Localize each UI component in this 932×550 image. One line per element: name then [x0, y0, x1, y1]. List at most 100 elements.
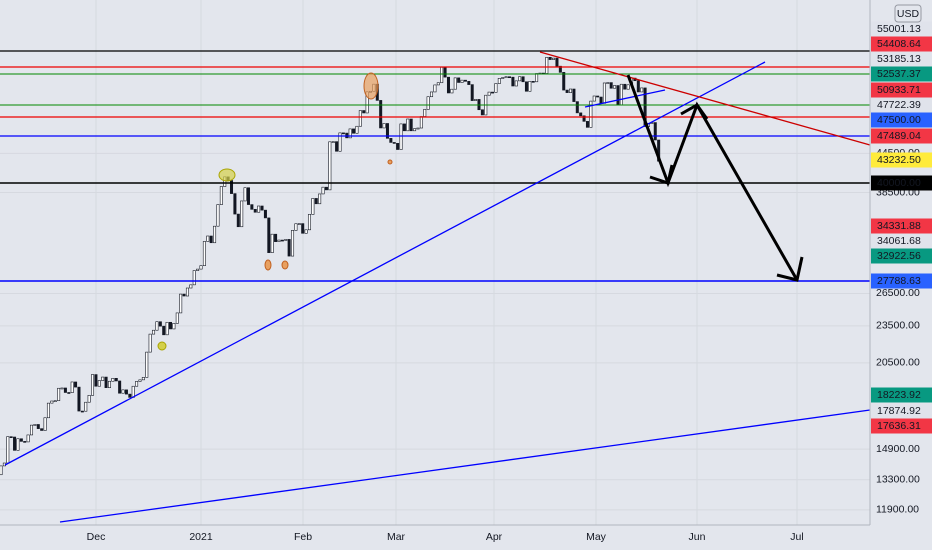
candle-body	[518, 76, 522, 82]
candle-body	[491, 91, 495, 94]
price-label: 34331.88	[877, 220, 921, 232]
candle-body	[192, 270, 196, 286]
candle-body	[169, 321, 173, 330]
currency-box[interactable]	[894, 4, 922, 23]
arrow-head	[776, 256, 804, 282]
candle-body	[552, 57, 556, 60]
candle-body	[416, 127, 420, 130]
arrow-head	[680, 103, 709, 120]
currency[interactable]: USD	[897, 8, 920, 20]
candle-body	[474, 99, 478, 101]
candle-body	[219, 186, 223, 205]
candle-body	[53, 400, 57, 403]
candle-body	[501, 77, 505, 79]
candle-body	[30, 424, 34, 436]
candle-body	[145, 351, 149, 378]
candle-body	[26, 434, 30, 443]
candle-body	[253, 209, 257, 213]
candle-body	[80, 410, 84, 413]
candle-body	[419, 116, 423, 129]
candle-body	[43, 417, 47, 431]
candle-body	[202, 241, 206, 266]
x-tick-label: 2021	[189, 531, 213, 543]
candle-body	[467, 81, 471, 85]
candle-body	[121, 389, 125, 394]
candle-body	[470, 84, 474, 101]
y-tick-label: 11900.00	[876, 504, 919, 516]
candle-body	[636, 80, 640, 93]
candle-body	[582, 115, 586, 122]
candle-body	[426, 96, 430, 110]
candle-body	[16, 438, 20, 451]
candle-body	[243, 187, 247, 202]
candle-body	[97, 380, 101, 387]
candle-body	[13, 436, 17, 451]
candle-body	[535, 73, 539, 83]
candle-body	[6, 436, 10, 464]
trend-line	[584, 89, 666, 108]
candle-body	[396, 143, 400, 150]
candle-body	[433, 84, 437, 93]
candle-body	[545, 57, 549, 74]
candle-body	[355, 125, 359, 134]
candle-body	[175, 312, 179, 324]
price-label-bg	[871, 82, 932, 98]
candle-body	[287, 239, 291, 257]
y-tick-label: 13300.00	[876, 474, 920, 486]
candle-body	[104, 376, 108, 388]
candle-body	[111, 378, 115, 382]
candle-body	[165, 321, 169, 336]
candle-body	[436, 82, 440, 86]
candle-body	[402, 123, 406, 132]
candle-body	[114, 378, 118, 382]
candle-body	[592, 95, 596, 102]
price-label: 40000.00	[877, 177, 921, 189]
x-tick-label: Feb	[294, 531, 312, 543]
candle-body	[358, 110, 362, 127]
price-label: 17874.92	[877, 405, 921, 417]
candle-body	[77, 386, 81, 412]
price-label-bg	[871, 233, 932, 249]
candle-body	[328, 141, 332, 191]
arrow-head	[649, 164, 674, 185]
candle-body	[555, 57, 559, 67]
candle-body	[589, 100, 593, 128]
candle-body	[613, 85, 617, 89]
candle-body	[494, 83, 498, 93]
y-tick-label: 26500.00	[876, 287, 920, 299]
candle-body	[504, 76, 508, 79]
candle-body	[179, 293, 183, 314]
candle-body	[463, 79, 467, 82]
candle-body	[277, 239, 281, 242]
candle-body	[450, 88, 454, 94]
candle-body	[216, 204, 220, 227]
candle-body	[480, 109, 484, 116]
candle-body	[94, 374, 98, 387]
candle-body	[128, 393, 132, 398]
price-label: 18223.92	[877, 389, 921, 401]
candle-body	[107, 380, 111, 388]
candle-body	[250, 204, 254, 210]
price-label: 55001.13	[877, 23, 921, 35]
candle-body	[440, 66, 444, 84]
price-label: 47500.00	[877, 114, 921, 126]
candle-body	[626, 84, 630, 90]
candle-body	[548, 57, 552, 60]
candle-body	[60, 387, 64, 390]
candle-body	[294, 223, 298, 231]
price-label: 47489.04	[877, 130, 921, 142]
candle-body	[341, 132, 345, 135]
candle-body	[521, 76, 525, 83]
candle-body	[379, 100, 383, 129]
candle-body	[57, 387, 61, 402]
candle-body	[233, 193, 237, 215]
candle-body	[40, 428, 44, 431]
y-tick-label: 23500.00	[876, 320, 920, 332]
candle-body	[206, 235, 210, 242]
price-label-bg	[871, 128, 932, 144]
price-label-bg	[871, 175, 932, 191]
candle-body	[487, 91, 491, 96]
candle-body	[389, 138, 393, 143]
